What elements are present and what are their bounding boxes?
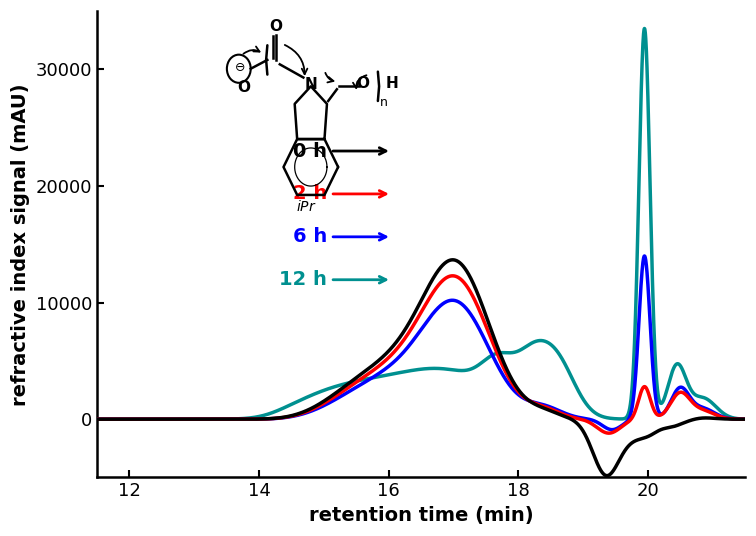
Text: 6 h: 6 h <box>293 227 327 247</box>
Text: 0 h: 0 h <box>293 142 327 160</box>
Y-axis label: refractive index signal (mAU): refractive index signal (mAU) <box>11 83 30 406</box>
X-axis label: retention time (min): retention time (min) <box>308 506 533 525</box>
Text: 12 h: 12 h <box>279 270 327 289</box>
Text: 2 h: 2 h <box>293 184 327 204</box>
